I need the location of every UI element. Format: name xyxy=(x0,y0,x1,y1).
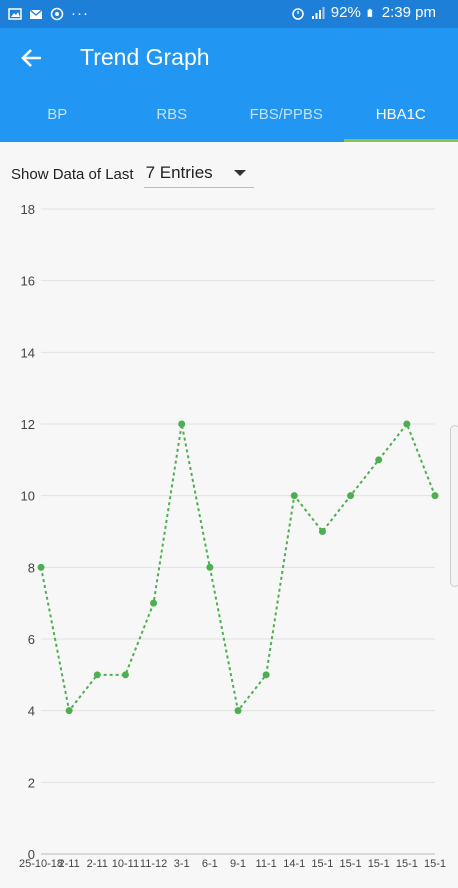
dropdown-value: 7 Entries xyxy=(145,162,213,182)
y-tick-label: 12 xyxy=(21,417,35,432)
tab-fbs-ppbs[interactable]: FBS/PPBS xyxy=(249,106,323,123)
alarm-icon xyxy=(292,7,304,20)
y-tick-label: 4 xyxy=(28,704,35,719)
x-tick-label: 10-11 xyxy=(112,858,139,870)
filter-label: Show Data of Last xyxy=(11,165,134,183)
filter-row: Show Data of Last 7 Entries xyxy=(11,160,254,188)
mail-icon xyxy=(29,9,43,19)
data-point xyxy=(403,420,411,428)
arrow-back-icon xyxy=(21,49,41,67)
y-tick-label: 10 xyxy=(21,489,35,504)
status-time: 2:39 pm xyxy=(381,4,436,21)
y-tick-label: 14 xyxy=(21,345,35,360)
data-point xyxy=(178,420,186,428)
battery-percent: 92% xyxy=(330,4,361,21)
data-point xyxy=(375,456,383,464)
data-point xyxy=(121,671,129,679)
x-tick-label: 11-12 xyxy=(140,858,167,870)
y-tick-label: 2 xyxy=(28,775,35,790)
chevron-down-icon xyxy=(233,169,246,176)
x-tick-label: 2-11 xyxy=(87,858,108,870)
more-icon: ··· xyxy=(71,5,89,22)
data-point xyxy=(37,563,45,571)
tab-bar: BP RBS FBS/PPBS HBA1C xyxy=(0,88,458,142)
y-tick-label: 6 xyxy=(28,632,35,647)
battery-icon xyxy=(367,8,372,17)
data-point xyxy=(347,492,355,500)
data-point xyxy=(318,528,326,535)
x-tick-label: 9-1 xyxy=(230,858,246,870)
data-point xyxy=(93,671,101,679)
data-point xyxy=(234,707,242,715)
x-tick-label: 15-1 xyxy=(368,858,390,870)
x-tick-label: 25-10-18 xyxy=(19,858,63,870)
tab-hba1c[interactable]: HBA1C xyxy=(343,88,458,142)
y-tick-label: 0 xyxy=(28,847,35,862)
x-tick-label: 2-11 xyxy=(59,858,80,870)
whatsapp-icon xyxy=(50,7,64,20)
scroll-handle[interactable] xyxy=(450,425,458,587)
entries-dropdown[interactable]: 7 Entries xyxy=(143,161,254,188)
x-tick-label: 14-1 xyxy=(283,858,305,870)
data-point xyxy=(206,563,214,571)
y-tick-label: 18 xyxy=(21,202,35,217)
x-tick-label: 15-1 xyxy=(424,858,446,870)
tab-rbs[interactable]: RBS xyxy=(156,106,188,123)
status-bar: ··· 92% 2:39 pm xyxy=(0,0,458,28)
x-tick-label: 11-1 xyxy=(256,858,277,870)
page-title: Trend Graph xyxy=(80,44,210,70)
x-tick-label: 3-1 xyxy=(174,858,190,870)
back-button[interactable] xyxy=(16,42,48,74)
gallery-icon xyxy=(8,7,22,20)
status-left: ··· xyxy=(8,5,89,22)
data-point xyxy=(431,492,439,500)
signal-icon xyxy=(311,6,325,19)
y-tick-label: 16 xyxy=(21,274,35,289)
x-tick-label: 6-1 xyxy=(202,858,218,870)
data-point xyxy=(65,707,73,715)
status-right: 92% 2:39 pm xyxy=(291,4,436,21)
data-point xyxy=(290,492,298,500)
y-tick-label: 8 xyxy=(28,560,35,575)
x-tick-label: 15-1 xyxy=(340,858,362,870)
tab-bp[interactable]: BP xyxy=(47,106,68,123)
x-tick-label: 15-1 xyxy=(396,858,418,870)
data-point xyxy=(262,671,270,679)
data-point xyxy=(150,599,158,607)
app-bar: Trend Graph xyxy=(0,28,458,88)
x-tick-label: 15-1 xyxy=(311,858,333,870)
